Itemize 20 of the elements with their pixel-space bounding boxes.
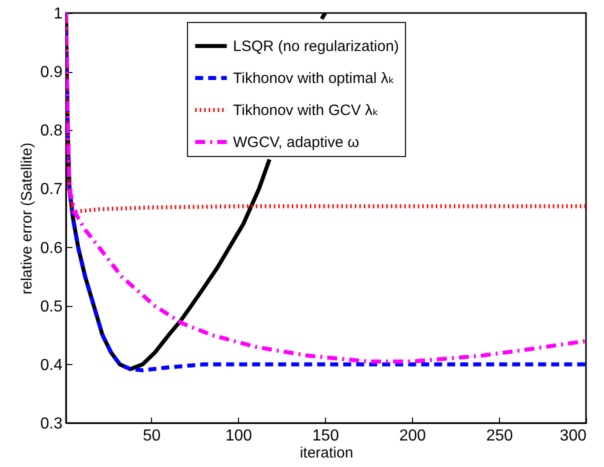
legend-label: Tikhonov with GCV λₖ xyxy=(233,102,379,119)
y-tick-label: 0.8 xyxy=(40,122,63,140)
y-tick-label: 0.4 xyxy=(40,356,63,374)
legend-label: Tikhonov with optimal λₖ xyxy=(233,70,395,87)
y-tick-label: 1 xyxy=(54,6,63,22)
y-tick-label: 0.3 xyxy=(40,416,63,432)
x-tick-label: 50 xyxy=(142,428,161,444)
legend-label: WGCV, adaptive ω xyxy=(233,134,360,151)
y-tick-label: 0.6 xyxy=(40,240,63,257)
y-tick-label: 0.9 xyxy=(40,64,63,82)
x-tick-label: 250 xyxy=(486,428,513,444)
y-axis-title: relative error (Satellite) xyxy=(18,142,36,294)
x-tick-label: 200 xyxy=(399,428,426,444)
legend-label: LSQR (no regularization) xyxy=(233,38,399,55)
y-tick-label: 0.7 xyxy=(40,181,63,198)
x-tick-label: 300 xyxy=(560,428,587,444)
x-tick-label: 150 xyxy=(312,428,340,444)
x-axis-title: iteration xyxy=(300,444,354,462)
x-tick-label: 100 xyxy=(225,428,252,444)
y-tick-label: 0.5 xyxy=(40,298,63,316)
